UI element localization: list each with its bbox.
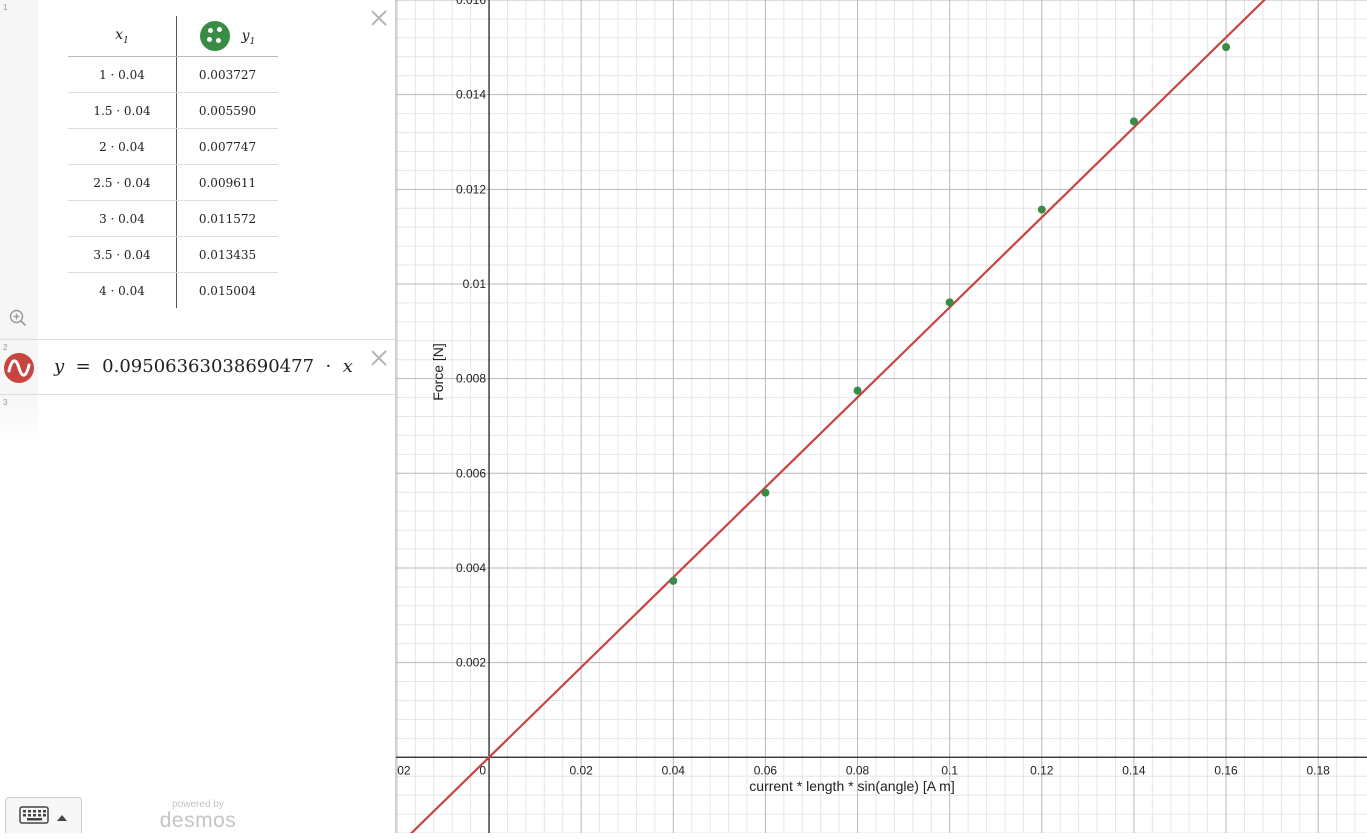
data-point	[1129, 117, 1138, 126]
desmos-logo: powered by desmos	[159, 799, 237, 832]
x-tick-label: 0.08	[846, 763, 870, 777]
expression-number: 2	[3, 343, 8, 352]
x-tick-labels: -0.02 0 0.02 0.04 0.06 0.08 0.1 0.12 0.14 0.16 0.1…	[396, 763, 1330, 777]
data-point	[761, 488, 770, 497]
y-tick-label: 0.014	[456, 88, 486, 102]
table-cell-y[interactable]: 0.011572	[176, 200, 278, 237]
data-points	[669, 43, 1231, 585]
expression-line[interactable]: 2 y = 0.09506363038690477 · x	[0, 340, 395, 395]
grid-minor	[396, 0, 1367, 833]
y-axis-label: Force [N]	[430, 343, 446, 401]
y-tick-label: 0.01	[463, 277, 487, 291]
keyboard-toggle-button[interactable]	[5, 797, 82, 833]
x-tick-label: 0.14	[1122, 763, 1146, 777]
x-tick-label: 0.16	[1214, 763, 1238, 777]
caret-up-icon	[57, 815, 67, 821]
table-cell-x[interactable]: 1 · 0.04	[68, 56, 177, 93]
table-cell-y[interactable]: 0.005590	[176, 92, 278, 129]
table-cell-x[interactable]: 1.5 · 0.04	[68, 92, 177, 129]
y-tick-label: 0.004	[456, 561, 486, 575]
expression-gutter: 2	[0, 340, 38, 394]
x-tick-label: 0.12	[1030, 763, 1054, 777]
x-tick-label: 0.1	[941, 763, 958, 777]
data-point	[1222, 43, 1231, 52]
x-tick-label: 0.04	[662, 763, 686, 777]
expression-number: 3	[3, 398, 8, 407]
expression-gutter: 3	[0, 395, 38, 445]
data-point	[1037, 205, 1046, 214]
y-tick-label: 0.008	[456, 372, 486, 386]
table-cell-y[interactable]: 0.009611	[176, 164, 278, 201]
table-cell-y[interactable]: 0.015004	[198, 283, 257, 298]
points-style-icon[interactable]	[199, 21, 230, 51]
x-tick-label: 0	[479, 763, 486, 777]
table-cell-x[interactable]: 3.5 · 0.04	[68, 236, 177, 273]
x-tick-label: 0.02	[569, 763, 593, 777]
data-point	[669, 576, 678, 585]
keyboard-icon	[19, 806, 49, 824]
table-row: 3 · 0.04 0.011572	[68, 200, 278, 237]
table-cell-x[interactable]: 2 · 0.04	[68, 128, 177, 165]
data-point	[945, 298, 954, 307]
y-tick-label: 0.006	[456, 466, 486, 480]
graph-canvas[interactable]: -0.02 0 0.02 0.04 0.06 0.08 0.1 0.12 0.14 0.16 0.1…	[396, 0, 1367, 833]
data-table: x1 y1 1 · 0.04 0.003727 1.5 · 0.04 0.005590…	[68, 16, 278, 308]
table-cell-y[interactable]: 0.007747	[176, 128, 278, 165]
data-point	[853, 386, 862, 395]
expression-gutter: 1	[0, 0, 38, 339]
y-tick-label: 0.016	[456, 0, 486, 7]
table-row: 4 · 0.04 0.015004	[68, 272, 278, 308]
x-axis-label: current * length * sin(angle) [A m]	[749, 778, 954, 794]
y-tick-label: 0.002	[456, 656, 486, 670]
table-cell-x[interactable]: 4 · 0.04	[68, 272, 177, 308]
table-row: 1 · 0.04 0.003727	[68, 56, 278, 93]
table-row: 3.5 · 0.04 0.013435	[68, 236, 278, 273]
table-cell-y[interactable]: 0.003727	[176, 56, 278, 93]
delete-expression-button[interactable]	[369, 348, 389, 368]
expression-list: 1 x1 y1 1 · 0.04 0.003727 1.5 · 0.04 0.0055…	[0, 0, 396, 833]
table-row: 2.5 · 0.04 0.009611	[68, 164, 278, 201]
curve-color-icon[interactable]	[4, 353, 34, 383]
column-header-x1[interactable]: x1	[68, 16, 177, 57]
expression-number: 1	[3, 3, 8, 12]
y-tick-labels: 0.002 0.004 0.006 0.008 0.01 0.012 0.014 0.016	[456, 0, 486, 670]
column-header-y1[interactable]: y1	[176, 16, 278, 57]
delete-expression-button[interactable]	[369, 8, 389, 28]
axes	[396, 0, 1367, 833]
expression-table[interactable]: 1 x1 y1 1 · 0.04 0.003727 1.5 · 0.04 0.0055…	[0, 0, 395, 340]
table-row: 1.5 · 0.04 0.005590	[68, 92, 278, 129]
regression-line	[409, 0, 1266, 833]
table-cell-y[interactable]: 0.013435	[176, 236, 278, 273]
table-cell-x[interactable]: 3 · 0.04	[68, 200, 177, 237]
x-tick-label: 0.06	[754, 763, 778, 777]
zoom-fit-icon[interactable]	[9, 309, 27, 327]
x-tick-label: 0.18	[1306, 763, 1330, 777]
x-tick-label: -0.02	[396, 763, 411, 777]
table-cell-x[interactable]: 2.5 · 0.04	[68, 164, 177, 201]
expression-empty[interactable]: 3	[0, 395, 395, 445]
y-tick-label: 0.012	[456, 182, 486, 196]
expression-formula[interactable]: y = 0.09506363038690477 · x	[54, 356, 353, 377]
fit-line-path	[409, 0, 1266, 833]
table-row: 2 · 0.04 0.007747	[68, 128, 278, 165]
